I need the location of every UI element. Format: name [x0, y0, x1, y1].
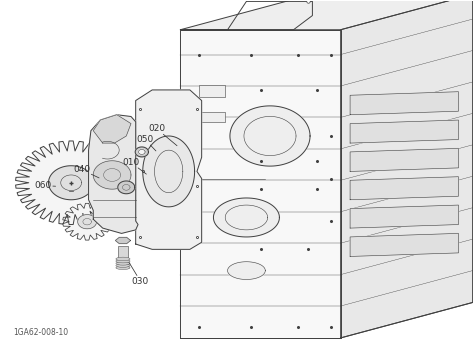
- Polygon shape: [138, 150, 145, 155]
- Polygon shape: [93, 115, 131, 143]
- Text: 050: 050: [137, 135, 156, 151]
- Polygon shape: [230, 106, 310, 166]
- Text: 010: 010: [122, 158, 146, 174]
- Polygon shape: [118, 181, 135, 194]
- Polygon shape: [89, 115, 138, 233]
- Polygon shape: [350, 177, 458, 200]
- Ellipse shape: [116, 264, 130, 267]
- Polygon shape: [350, 233, 458, 256]
- Polygon shape: [63, 203, 111, 240]
- Polygon shape: [213, 198, 279, 237]
- Polygon shape: [93, 161, 131, 189]
- Polygon shape: [181, 0, 473, 30]
- Text: 060: 060: [34, 181, 55, 190]
- Bar: [199, 112, 225, 122]
- Polygon shape: [350, 120, 458, 143]
- Polygon shape: [48, 166, 94, 200]
- Text: 030: 030: [129, 263, 149, 286]
- Text: 1GA62-008-10: 1GA62-008-10: [13, 328, 68, 337]
- Polygon shape: [143, 136, 195, 207]
- Ellipse shape: [116, 259, 130, 263]
- Ellipse shape: [116, 266, 130, 270]
- Ellipse shape: [116, 262, 130, 265]
- Text: 040: 040: [73, 165, 99, 178]
- Polygon shape: [350, 92, 458, 115]
- Bar: [118, 246, 128, 268]
- Polygon shape: [78, 215, 97, 229]
- Polygon shape: [181, 30, 341, 338]
- Ellipse shape: [116, 257, 130, 261]
- Polygon shape: [341, 0, 473, 338]
- Polygon shape: [135, 147, 148, 157]
- Polygon shape: [228, 262, 265, 280]
- Text: 020: 020: [148, 124, 177, 146]
- Bar: [199, 85, 225, 97]
- Polygon shape: [350, 149, 458, 171]
- Polygon shape: [136, 90, 201, 249]
- Polygon shape: [116, 237, 130, 243]
- Polygon shape: [350, 205, 458, 228]
- Polygon shape: [16, 141, 127, 225]
